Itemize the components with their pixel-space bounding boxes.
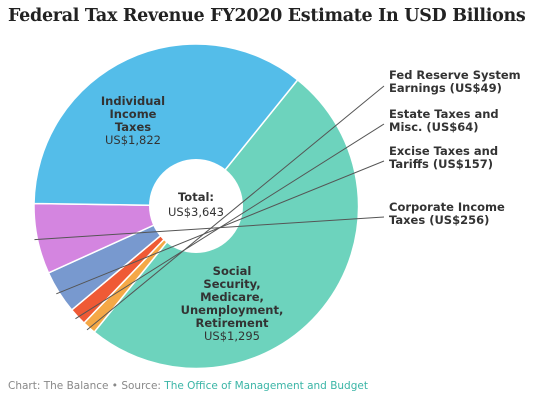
slice-label-corporate-income-taxes-line-1: Taxes (US$256) [389, 213, 489, 227]
slice-label-fed-reserve-system-earnings-line-0: Fed Reserve System [389, 68, 521, 82]
slice-label-social-security-medicare-unemployment-retirement-line-4: Retirement [195, 316, 269, 330]
slice-label-individual-income-taxes-line-0: Individual [101, 94, 165, 108]
slice-label-social-security-medicare-unemployment-retirement-line-0: Social [213, 264, 252, 278]
center-hole [149, 159, 243, 253]
chart-footer: Chart: The Balance • Source: The Office … [8, 380, 368, 392]
slice-label-social-security-medicare-unemployment-retirement-line-1: Security, [203, 277, 260, 291]
slice-label-fed-reserve-system-earnings-line-1: Earnings (US$49) [389, 81, 502, 95]
slice-label-social-security-medicare-unemployment-retirement-line-2: Medicare, [200, 290, 264, 304]
center-label-value: US$3,643 [168, 205, 224, 219]
slice-label-estate-taxes-and-misc-line-1: Misc. (US$64) [389, 120, 479, 134]
slice-label-excise-taxes-and-tariffs-line-0: Excise Taxes and [389, 144, 498, 158]
slice-value-social-security-medicare-unemployment-retirement: US$1,295 [204, 329, 260, 343]
leader-line-fed-reserve-system-earnings [86, 85, 385, 331]
footer-source-text: Chart: The Balance • Source: [8, 380, 165, 392]
slice-social-security-medicare-unemployment-retirement[interactable] [33, 43, 299, 207]
leader-line-corporate-income-taxes [34, 216, 385, 241]
slice-label-excise-taxes-and-tariffs-line-1: Tariffs (US$157) [389, 157, 493, 171]
slice-label-estate-taxes-and-misc-line-0: Estate Taxes and [389, 107, 499, 121]
center-label-title: Total: [178, 190, 214, 204]
slice-value-individual-income-taxes: US$1,822 [105, 133, 161, 147]
leader-line-estate-taxes-and-misc [75, 123, 385, 320]
chart-title: Federal Tax Revenue FY2020 Estimate In U… [8, 6, 526, 26]
slice-label-social-security-medicare-unemployment-retirement-line-3: Unemployment, [181, 303, 284, 317]
slice-label-individual-income-taxes-line-1: Income [110, 107, 157, 121]
source-link[interactable]: The Office of Management and Budget [164, 380, 368, 392]
slice-label-individual-income-taxes-line-2: Taxes [115, 120, 151, 134]
slice-label-corporate-income-taxes-line-0: Corporate Income [389, 200, 505, 214]
